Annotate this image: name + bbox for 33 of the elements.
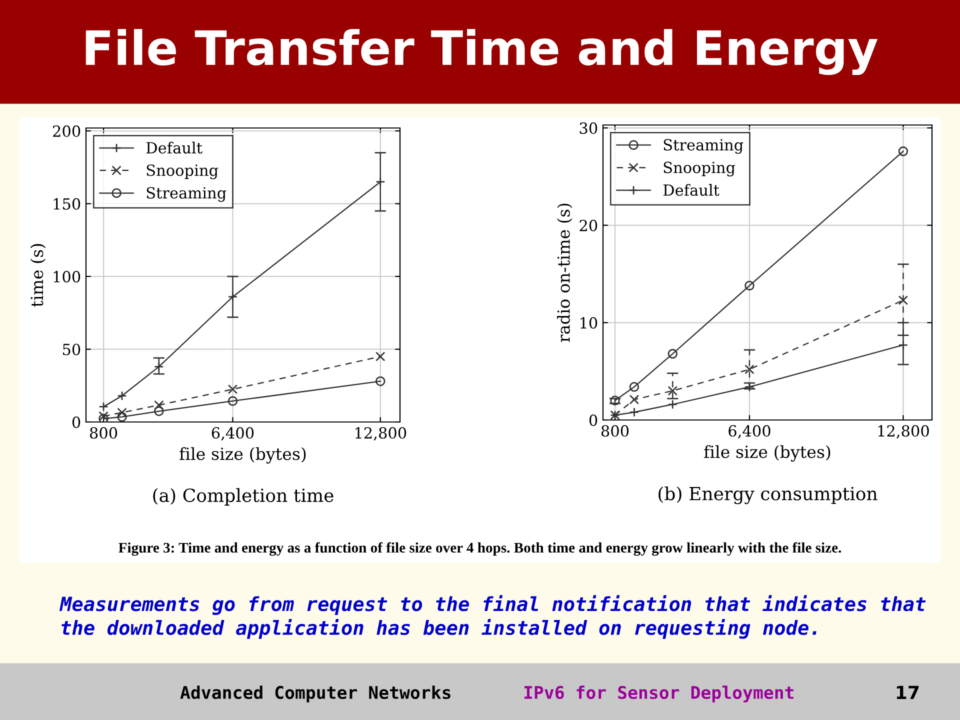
y-tick-label: 200 bbox=[53, 125, 80, 137]
y-tick-label: 0 bbox=[589, 414, 598, 426]
text: (a) Completion time bbox=[153, 488, 334, 506]
legend-label: Streaming bbox=[146, 187, 226, 202]
y-tick-label: 150 bbox=[54, 198, 80, 210]
y-tick-label: 50 bbox=[62, 344, 80, 356]
y-axis-title: time (s) bbox=[30, 244, 46, 307]
y-tick-label: 100 bbox=[54, 270, 80, 282]
y-tick-label: 20 bbox=[580, 220, 598, 232]
x-tick-label: 6,400 bbox=[212, 427, 254, 441]
text: IPv6 for Sensor Deployment bbox=[524, 686, 794, 702]
x-tick-label: 800 bbox=[90, 427, 118, 439]
x-tick-label: 12,800 bbox=[356, 427, 406, 441]
text: 17 bbox=[896, 686, 919, 699]
legend-label: Default bbox=[146, 142, 202, 154]
text: Advanced Computer Networks bbox=[180, 686, 450, 702]
x-axis-title: file size (bytes) bbox=[180, 447, 306, 464]
x-axis-title: file size (bytes) bbox=[704, 445, 830, 462]
text: (b) Energy consumption bbox=[658, 486, 878, 504]
x-tick-label: 12,800 bbox=[878, 425, 929, 439]
legend-label: Snooping bbox=[146, 164, 218, 180]
legend-label: Snooping bbox=[664, 162, 736, 176]
x-tick-label: 800 bbox=[601, 425, 629, 437]
caption: Figure 3: Time and energy as a function of file size over 4 hops. Both time and energy grow linearly with the file size. bbox=[118, 542, 842, 556]
y-axis-title: radio on-time (s) bbox=[557, 204, 572, 342]
y-tick-label: 0 bbox=[72, 416, 80, 428]
text: File Transfer Time and Energy bbox=[86, 28, 878, 76]
y-tick-label: 10 bbox=[580, 317, 598, 329]
legend-label: Streaming bbox=[664, 139, 744, 154]
x-tick-label: 6,400 bbox=[728, 425, 770, 439]
y-tick-label: 30 bbox=[580, 122, 598, 134]
text: Measurements go from request to the final notification that indicates that the downloaded application has been installed on requesting node. bbox=[59, 595, 926, 639]
legend-label: Default bbox=[663, 184, 720, 196]
